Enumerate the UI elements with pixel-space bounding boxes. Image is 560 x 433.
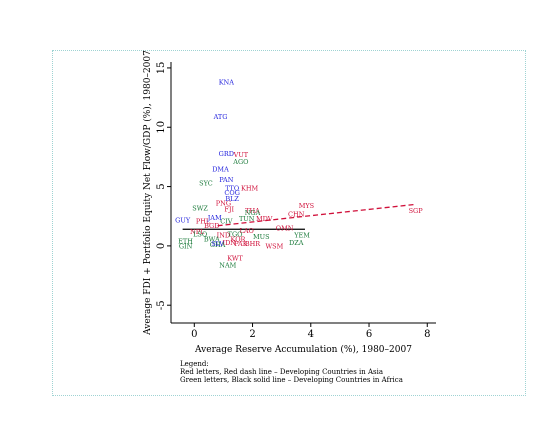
point-label-asia: IDN — [223, 239, 237, 247]
x-tick-label: 4 — [308, 329, 314, 340]
y-tick-label: 10 — [156, 121, 167, 134]
point-label-asia: FJI — [224, 206, 234, 214]
point-label-asia: KWT — [227, 254, 243, 262]
y-axis-label: Average FDI + Portfolio Equity Net Flow/… — [142, 50, 153, 336]
point-label-asia: SGP — [409, 207, 424, 215]
point-label-africa: DZA — [289, 239, 304, 247]
point-label-asia: NPL — [190, 228, 205, 236]
y-tick-label: 0 — [156, 243, 167, 249]
point-label-africa: NGA — [245, 209, 261, 217]
point-label-asia: OMN — [276, 225, 294, 233]
x-tick-label: 2 — [249, 329, 255, 340]
point-label-africa: GIN — [179, 242, 193, 250]
fit-lines — [182, 203, 416, 230]
point-label-africa: SYC — [199, 180, 213, 188]
point-label-africa: TGO — [228, 231, 243, 239]
point-label-africa: AGO — [232, 158, 248, 166]
point-label-asia: BGD — [204, 222, 219, 230]
y-tick-label: -5 — [156, 300, 167, 310]
point-label-asia: MYS — [299, 202, 314, 210]
legend-title: Legend: — [180, 360, 209, 368]
point-label-other: BLZ — [225, 195, 239, 203]
fit-line-asia — [217, 203, 416, 227]
x-tick-label: 0 — [191, 329, 197, 340]
point-label-other: TTO — [225, 184, 239, 192]
y-tick-label: 15 — [156, 62, 167, 75]
point-label-other: SLV — [211, 240, 224, 248]
point-label-asia: IND — [217, 232, 230, 240]
point-label-africa: ETH — [178, 238, 193, 246]
point-label-asia: THA — [245, 207, 260, 215]
x-axis-label: Average Reserve Accumulation (%), 1980–2… — [194, 344, 412, 355]
point-label-other: DMA — [212, 165, 229, 173]
point-label-asia: MDV — [256, 215, 273, 223]
point-label-africa: SWZ — [192, 204, 208, 212]
point-label-africa: YEM — [293, 232, 310, 240]
point-label-africa: NAM — [219, 261, 236, 269]
point-label-africa: GHA — [210, 241, 226, 249]
point-label-asia: PAK — [234, 240, 247, 248]
legend-line-africa: Green letters, Black solid line – Develo… — [180, 376, 403, 384]
point-label-asia: BHR — [245, 240, 261, 248]
point-label-asia: KOR — [231, 235, 247, 243]
point-label-other: JAM — [207, 214, 222, 222]
x-tick-label: 8 — [424, 329, 430, 340]
point-label-africa: TUN — [239, 215, 255, 223]
point-label-africa: MUS — [253, 233, 270, 241]
legend-line-asia: Red letters, Red dash line – Developing … — [180, 368, 383, 376]
legend: Legend: Red letters, Red dash line – Dev… — [180, 360, 403, 384]
point-label-asia: CHN — [288, 210, 305, 218]
point-label-africa: LSO — [193, 231, 207, 239]
point-label-asia: LAO — [240, 227, 254, 235]
point-label-other: ATG — [213, 113, 228, 121]
y-tick-label: 5 — [156, 183, 167, 189]
point-label-africa: CIV — [220, 217, 233, 225]
point-label-asia: PHL — [196, 217, 211, 225]
point-label-other: COG — [224, 189, 240, 197]
point-label-other: KNA — [219, 79, 235, 87]
axes: -5 0 5 10 15 0 2 4 6 8 — [156, 62, 436, 340]
figure-frame — [52, 50, 526, 396]
x-tick-label: 6 — [366, 329, 372, 340]
point-label-asia: PNG — [216, 200, 231, 208]
point-label-other: GUY — [175, 216, 191, 224]
point-label-asia: KHM — [241, 184, 259, 192]
point-label-africa: BWA — [204, 235, 220, 243]
point-label-other: PAN — [219, 176, 233, 184]
point-label-asia: VUT — [233, 151, 249, 159]
point-label-asia: WSM — [265, 242, 283, 250]
point-label-other: GRD — [219, 150, 234, 158]
